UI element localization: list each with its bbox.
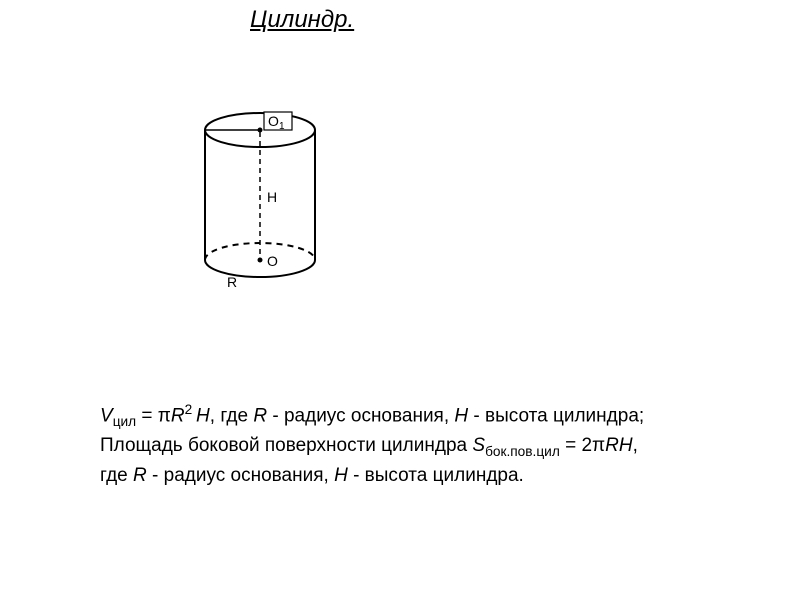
bottom-center-dot: [258, 258, 263, 263]
l3-H: H: [334, 465, 348, 486]
formula-line-1: Vцил = πR2 H, где R - радиус основания, …: [100, 400, 740, 432]
cylinder-svg: O 1 H O R: [175, 90, 375, 330]
formula-line-3: где R - радиус основания, H - высота цил…: [100, 462, 740, 490]
page-title: Цилиндр.: [250, 6, 354, 34]
l2-H: H: [619, 435, 633, 456]
label-bottom-center: O: [267, 253, 278, 269]
l1-R: R: [171, 405, 185, 426]
l1-R2: R: [253, 405, 267, 426]
volume-symbol: V: [100, 405, 113, 426]
page: Цилиндр. O 1: [0, 0, 800, 600]
l3-prefix: где: [100, 465, 133, 486]
l2-mid: = 2π: [560, 435, 605, 456]
l2-R: R: [605, 435, 619, 456]
l3-mid: - радиус основания,: [147, 465, 334, 486]
l1-H2: H: [454, 405, 468, 426]
formula-block: Vцил = πR2 H, где R - радиус основания, …: [100, 400, 740, 489]
l1-H: H: [196, 405, 210, 426]
l3-end: - высота цилиндра.: [348, 465, 524, 486]
l1-end: - высота цилиндра;: [468, 405, 644, 426]
l1-mid1: = π: [136, 405, 171, 426]
l2-end: ,: [633, 435, 638, 456]
label-radius: R: [227, 274, 237, 290]
cylinder-bottom-front-arc: [205, 260, 315, 277]
l3-R: R: [133, 465, 147, 486]
label-top-center-group: O 1: [264, 112, 292, 132]
label-top-center: O: [268, 113, 279, 129]
label-height: H: [267, 189, 277, 205]
l1-mid3: - радиус основания,: [267, 405, 454, 426]
l2-prefix: Площадь боковой поверхности цилиндра: [100, 435, 472, 456]
top-center-dot: [258, 128, 263, 133]
l2-sub: бок.пов.цил: [485, 444, 560, 459]
l1-mid2: , где: [210, 405, 254, 426]
cylinder-diagram: O 1 H O R: [175, 90, 375, 330]
l1-sup: 2: [185, 402, 196, 417]
formula-line-2: Площадь боковой поверхности цилиндра Sбо…: [100, 432, 740, 462]
l2-S: S: [472, 435, 485, 456]
label-top-center-sub: 1: [279, 121, 285, 132]
volume-sub: цил: [113, 414, 136, 429]
